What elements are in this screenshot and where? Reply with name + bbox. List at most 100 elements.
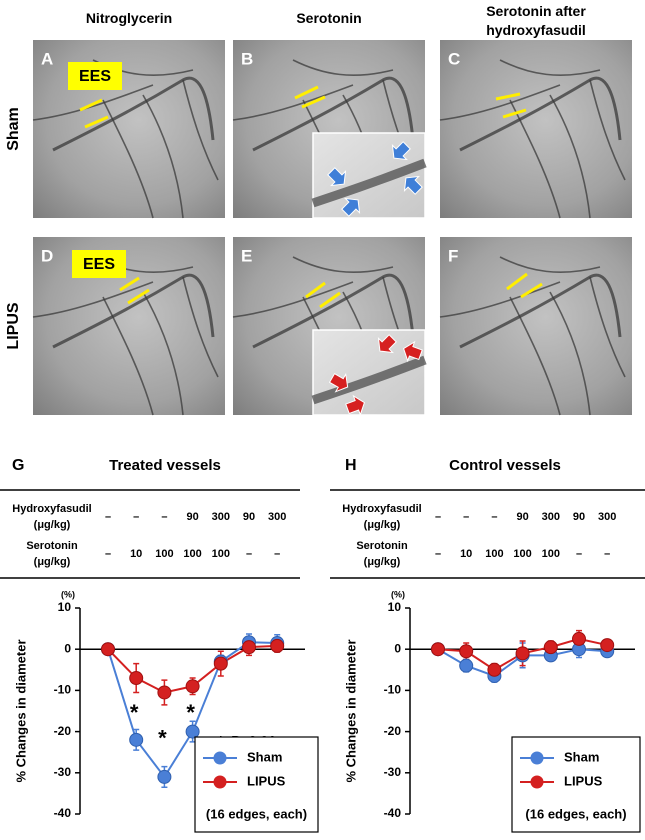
y-tick-label: -10 [384,683,402,697]
treatment-dose: 10 [460,548,472,560]
treatment-dose: – [274,548,280,560]
label-box [72,250,126,278]
y-axis-label: % Changes in diameter [13,639,28,782]
data-point [185,679,200,694]
treatment-unit: (μg/kg) [34,519,71,531]
treatment-dose: 300 [542,511,560,523]
y-tick-label: -40 [384,806,402,820]
vessel [459,273,622,349]
treatment-dose: 300 [268,511,286,523]
treatment-dose: 100 [485,548,503,560]
inset [311,329,427,417]
data-point [129,732,144,747]
angiogram-panel: F [439,237,632,416]
treatment-dose: 300 [212,511,230,523]
chart-title: Treated vessels [109,457,221,474]
vessel [439,281,561,318]
treatment-dose: 90 [573,511,585,523]
data-point [600,638,615,653]
vessel [459,76,622,152]
label-text: EES [79,68,111,85]
legend-marker [530,775,544,789]
treatment-dose: – [576,548,582,560]
vessel [252,76,415,152]
angiogram-panel: A EES [32,40,225,219]
treatment-dose: 100 [155,548,173,560]
treatment-dose: – [161,511,167,523]
vessel [589,79,626,181]
treatment-unit: (μg/kg) [364,556,401,568]
angiogram-image [440,237,632,415]
panel-letter: H [345,457,357,474]
vessel [589,276,626,378]
y-tick-label: 10 [58,600,72,614]
legend-marker [213,775,227,789]
treatment-dose: – [246,548,252,560]
vessel [232,281,354,318]
arrow [403,340,423,363]
vessel [142,94,184,219]
panel-letter: C [448,49,460,68]
treatment-dose: – [463,511,469,523]
angiogram-panel: E [232,237,427,417]
data-point [157,685,172,700]
stent-mark [506,272,528,291]
data-point [487,662,502,677]
legend-note: (16 edges, each) [525,806,626,821]
treatment-dose: – [491,511,497,523]
treatment-dose: 90 [516,511,528,523]
legend-marker [530,751,544,765]
panel-letter: D [41,246,53,265]
data-point [213,656,228,671]
vessel [102,99,154,219]
column-header: Serotonin [296,10,362,26]
y-tick-label: 0 [394,641,401,655]
treatment-unit: (μg/kg) [364,519,401,531]
stent-mark [520,282,543,299]
inset-vessel [311,355,427,405]
panel-letter: E [241,246,252,265]
treatment-dose: – [105,548,111,560]
stent-mark [119,276,140,292]
vessel [549,94,591,219]
legend-label: LIPUS [247,773,286,788]
stent-mark [319,291,341,309]
data-point [459,658,474,673]
y-tick-label: -30 [384,765,402,779]
treatment-name: Serotonin [26,540,78,552]
arrow [327,167,347,187]
vessel [182,79,219,181]
data-point [101,642,115,657]
vessel [292,256,394,273]
vessel [292,59,394,76]
treatment-dose: 100 [513,548,531,560]
row-label: Sham [5,107,22,151]
angiogram-panel: B [232,40,427,219]
treatment-dose: – [604,548,610,560]
arrow [391,141,411,161]
arrow [377,334,397,354]
stent-mark [495,92,521,101]
data-point [157,769,172,784]
column-header: Nitroglycerin [85,10,173,26]
y-tick-label: -40 [54,806,72,820]
arrow [403,175,423,195]
treatment-dose: 100 [542,548,560,560]
label-text: EES [83,256,115,273]
data-point [431,642,445,657]
y-unit: (%) [61,589,75,599]
panel-letter: G [12,457,24,474]
treatment-dose: 10 [130,548,142,560]
data-point [129,671,144,686]
significance-marker: * [186,700,195,725]
treatment-dose: 90 [186,511,198,523]
treatment-dose: – [133,511,139,523]
vessel [499,256,601,273]
vessel [142,291,184,416]
legend-label: LIPUS [564,773,603,788]
data-point [543,640,558,655]
treatment-dose: – [105,511,111,523]
significance-marker: * [130,700,139,725]
